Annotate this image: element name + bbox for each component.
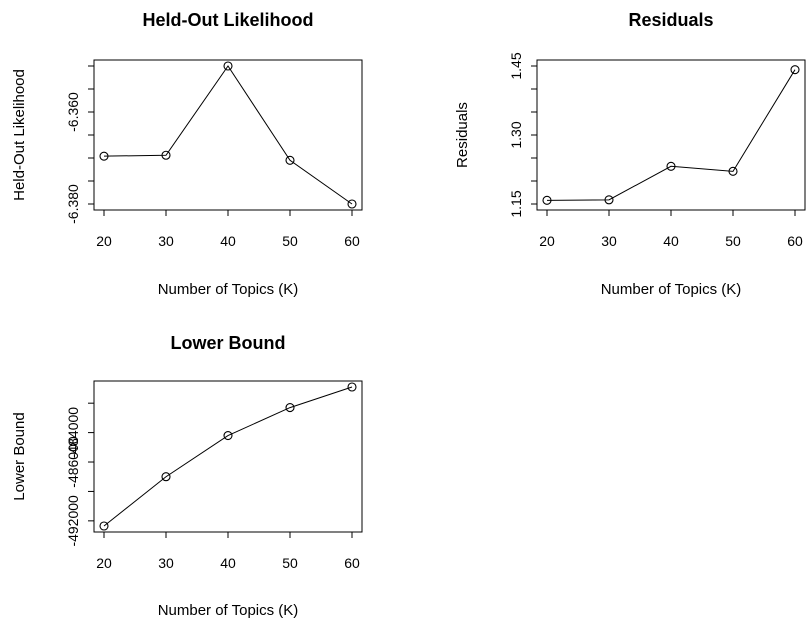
y-tick-label: -6.360 <box>65 92 81 132</box>
panel-3: Lower Bound 20 30 40 50 60 -492000 -486000-4840… <box>11 333 363 619</box>
plot-frame <box>93 380 363 533</box>
data-point <box>790 65 800 75</box>
chart-title: Lower Bound <box>171 333 286 353</box>
data-point <box>347 382 357 392</box>
x-tick-label: 40 <box>220 555 236 571</box>
data-point <box>161 472 171 482</box>
data-point <box>161 150 171 160</box>
y-tick-label: -492000 <box>65 495 81 547</box>
plot-frame <box>536 59 806 211</box>
x-axis-title: Number of Topics (K) <box>601 281 742 298</box>
y-axis-title: Lower Bound <box>11 412 28 500</box>
data-point <box>728 166 738 176</box>
data-point <box>223 430 233 441</box>
x-axis-title: Number of Topics (K) <box>158 602 299 619</box>
y-tick-label: 1.15 <box>508 190 524 217</box>
x-tick-label: 20 <box>539 233 555 249</box>
x-tick-label: 40 <box>220 233 236 249</box>
data-point <box>99 521 109 531</box>
x-tick-label: 20 <box>96 233 112 249</box>
series-line <box>103 386 353 527</box>
x-tick-label: 30 <box>158 555 174 571</box>
y-tick-label: -484000 <box>65 407 81 459</box>
x-tick-label: 30 <box>158 233 174 249</box>
y-axis-title: Held-Out Likelihood <box>11 69 28 201</box>
x-tick-label: 50 <box>282 233 298 249</box>
panel-2: Residuals 20 30 40 50 60 1.15 1.30 1.45 Number of… <box>454 10 806 298</box>
data-point <box>604 195 614 205</box>
y-tick-label: 1.30 <box>508 121 524 148</box>
x-tick-label: 60 <box>344 233 360 249</box>
plot-frame <box>93 59 363 211</box>
x-tick-label: 50 <box>282 555 298 571</box>
data-point <box>223 61 233 71</box>
y-axis-title: Residuals <box>454 102 471 168</box>
x-tick-label: 30 <box>601 233 617 249</box>
series-line <box>546 69 796 201</box>
x-tick-label: 50 <box>725 233 741 249</box>
x-axis-title: Number of Topics (K) <box>158 281 299 298</box>
y-tick-label: -6.380 <box>65 184 81 224</box>
x-tick-label: 20 <box>96 555 112 571</box>
data-point <box>666 161 676 171</box>
data-point <box>542 195 552 205</box>
y-tick-label: -486000 <box>65 436 81 488</box>
chart-title: Held-Out Likelihood <box>143 10 314 30</box>
data-point <box>285 155 295 165</box>
x-tick-label: 40 <box>663 233 679 249</box>
panel-1: Held-Out Likelihood 20 30 40 50 60 -6.380 -6.36… <box>11 10 363 298</box>
data-point <box>285 403 295 413</box>
data-point <box>99 151 109 161</box>
y-tick-label: 1.45 <box>508 52 524 79</box>
data-point <box>347 199 357 209</box>
x-tick-label: 60 <box>344 555 360 571</box>
x-tick-label: 60 <box>787 233 803 249</box>
chart-title: Residuals <box>628 10 713 30</box>
series-line <box>103 65 353 205</box>
